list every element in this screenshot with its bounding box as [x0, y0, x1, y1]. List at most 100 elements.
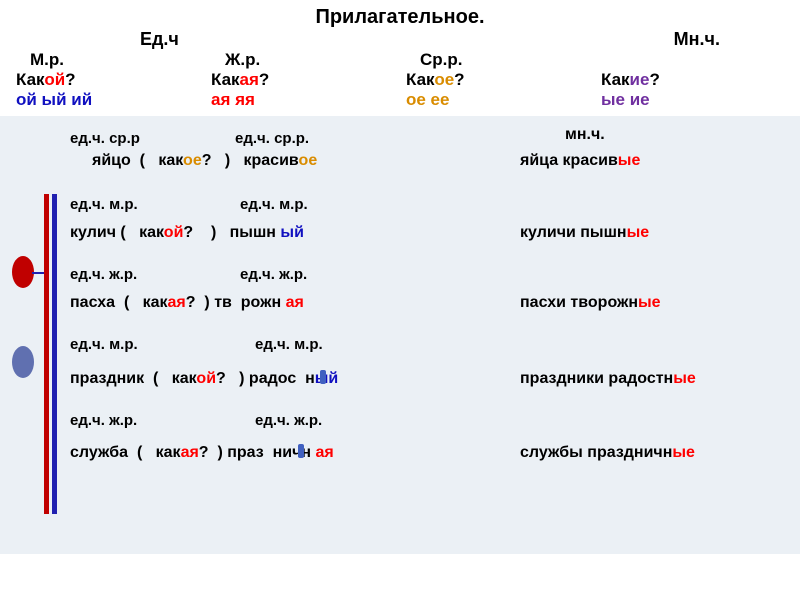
ex1-qe: ? ) — [202, 152, 244, 169]
q-f-suf: ая — [240, 70, 259, 89]
connector-line — [32, 272, 44, 274]
end-f: ая яя — [205, 90, 400, 110]
ex1-lab1: ед.ч. ср.р — [70, 130, 140, 147]
ex2-qe: ? ) — [183, 224, 229, 241]
ex5-qp: как — [156, 444, 181, 461]
plural-col-label: мн.ч. — [565, 126, 605, 144]
end-m: ой ый ий — [10, 90, 205, 110]
gender-n: Ср.р. — [400, 50, 595, 70]
q-pl-suf: ие — [630, 70, 650, 89]
q-f-q: ? — [259, 70, 269, 89]
ex2-qs: ой — [164, 224, 184, 241]
ex3-ae: ая — [286, 294, 304, 311]
q-n-q: ? — [454, 70, 464, 89]
ex4-ple: ые — [673, 370, 696, 387]
ex5-p1: ( — [128, 444, 156, 461]
q-n-pre: Как — [406, 70, 434, 89]
ex4-qp: как — [172, 370, 197, 387]
ex3-as: тв рожн — [214, 294, 285, 311]
ex3-pl: пасхи творожные — [520, 294, 661, 312]
ex2-as: пышн — [230, 224, 281, 241]
endings-row: ой ый ий ая яя ое ее ые ие — [0, 90, 800, 116]
gender-f: Ж.р. — [205, 50, 400, 70]
ex5-pln: службы праздничн — [520, 444, 672, 461]
ex4-p1: ( — [144, 370, 172, 387]
q-m: Какой? — [10, 70, 205, 90]
ex3-lab1: ед.ч. ж.р. — [70, 266, 137, 283]
ex4-ae: ый — [315, 370, 339, 387]
ex5-lab1: ед.ч. ж.р. — [70, 412, 137, 429]
ex3-pln: пасхи творожн — [520, 294, 638, 311]
ex1-lab2: ед.ч. ср.р. — [235, 130, 309, 147]
ex4-pln: праздники радостн — [520, 370, 673, 387]
end-pl: ые ие — [595, 90, 790, 110]
ex3-ple: ые — [638, 294, 661, 311]
ex5-lab2: ед.ч. ж.р. — [255, 412, 322, 429]
ex4-pl: праздники радостные — [520, 370, 696, 388]
q-n: Какое? — [400, 70, 595, 90]
gender-pl-spacer — [595, 50, 790, 70]
gender-row: М.р. Ж.р. Ср.р. — [0, 50, 800, 70]
q-m-pre: Как — [16, 70, 44, 89]
q-pl-pre: Как — [601, 70, 630, 89]
ex1-qs: ое — [183, 152, 202, 169]
ex5-noun: служба — [70, 444, 128, 461]
main-title: Прилагательное. — [0, 0, 800, 29]
ex5-pl: службы праздничные — [520, 444, 695, 462]
ex2-sg: кулич ( какой? ) пышн ый — [70, 224, 304, 242]
ex1-pl1: ( — [131, 152, 159, 169]
ex4-qs: ой — [196, 370, 216, 387]
number-header: Ед.ч Мн.ч. — [0, 29, 800, 50]
ex2-pl: куличи пышные — [520, 224, 649, 242]
ex3-p1: ( — [115, 294, 143, 311]
ellipse-red-icon — [12, 256, 34, 288]
gender-m: М.р. — [10, 50, 205, 70]
ex1-sg: яйцо ( какое? ) красивое — [92, 152, 317, 170]
q-n-suf: ое — [434, 70, 454, 89]
ex2-p1: ( — [116, 224, 139, 241]
ex2-ae: ый — [280, 224, 304, 241]
v-bar-blue — [52, 194, 57, 514]
ex4-as: радос н — [249, 370, 315, 387]
ex4-lab1: ед.ч. м.р. — [70, 336, 138, 353]
ex1-noun: яйцо — [92, 152, 131, 169]
ex4-qe: ? ) — [216, 370, 249, 387]
ex5-sg: служба ( какая? ) праз ничн ая — [70, 444, 334, 462]
q-m-q: ? — [65, 70, 75, 89]
ex5-ple: ые — [672, 444, 695, 461]
q-m-suf: ой — [44, 70, 65, 89]
ex4-lab2: ед.ч. м.р. — [255, 336, 323, 353]
pl-label: Мн.ч. — [575, 29, 790, 50]
ex4-noun: праздник — [70, 370, 144, 387]
ex2-noun: кулич — [70, 224, 116, 241]
ex3-qs: ая — [168, 294, 186, 311]
q-pl-q: ? — [649, 70, 659, 89]
ex3-qe: ? ) — [186, 294, 214, 311]
ex2-lab2: ед.ч. м.р. — [240, 196, 308, 213]
v-bar-red — [44, 194, 49, 514]
ex3-qp: как — [143, 294, 168, 311]
end-n: ое ее — [400, 90, 595, 110]
question-row: Какой? Какая? Какое? Какие? — [0, 70, 800, 90]
ex5-qs: ая — [181, 444, 199, 461]
ex3-sg: пасха ( какая? ) тв рожн ая — [70, 294, 304, 312]
ex2-qp: как — [139, 224, 164, 241]
ex1-ple: ые — [618, 152, 641, 169]
q-f-pre: Как — [211, 70, 240, 89]
ex1-qp: как — [158, 152, 183, 169]
ex5-qe: ? ) — [199, 444, 227, 461]
ex3-noun: пасха — [70, 294, 115, 311]
ex4-sg: праздник ( какой? ) радос ный — [70, 370, 338, 388]
examples-panel: мн.ч. ед.ч. ср.р ед.ч. ср.р. яйцо ( како… — [0, 116, 800, 554]
ex5-ae: ая — [316, 444, 334, 461]
ex1-ae: ое — [299, 152, 318, 169]
ex3-lab2: ед.ч. ж.р. — [240, 266, 307, 283]
ex2-lab1: ед.ч. м.р. — [70, 196, 138, 213]
q-f: Какая? — [205, 70, 400, 90]
ex5-gap-icon — [298, 444, 304, 458]
ex2-ple: ые — [627, 224, 650, 241]
ex1-as: красив — [244, 152, 299, 169]
ex1-pln: яйца красив — [520, 152, 618, 169]
q-pl: Какие? — [595, 70, 790, 90]
ex4-gap-icon — [320, 370, 326, 384]
